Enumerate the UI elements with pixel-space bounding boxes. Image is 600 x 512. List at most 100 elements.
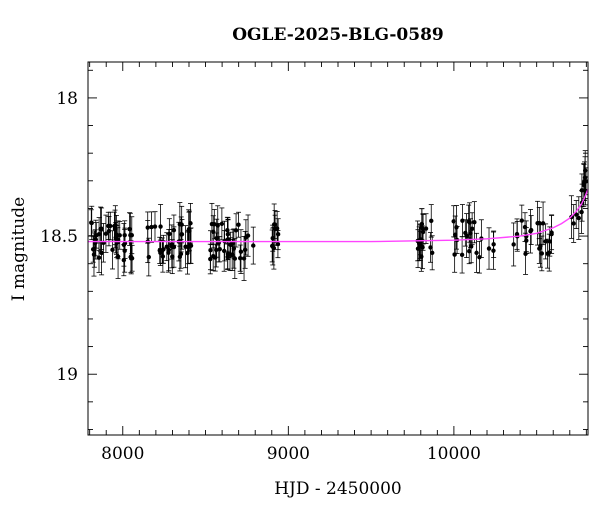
data-marker (452, 252, 457, 257)
data-point (451, 205, 457, 238)
y-tick-label: 18.5 (40, 227, 78, 247)
data-marker (171, 244, 177, 250)
data-point (236, 211, 242, 238)
data-marker (528, 227, 534, 233)
data-point (546, 233, 552, 272)
data-point (105, 211, 111, 240)
x-tick-label: 8000 (101, 444, 144, 464)
data-point (225, 243, 231, 270)
data-marker (152, 224, 158, 229)
data-point (462, 219, 468, 247)
data-marker (110, 247, 115, 253)
data-marker (420, 227, 426, 232)
data-point (160, 240, 166, 273)
data-marker (217, 246, 222, 252)
data-marker (543, 239, 548, 244)
data-marker (522, 224, 528, 230)
data-marker (537, 220, 542, 226)
plot-frame (87, 61, 589, 436)
data-marker (89, 220, 94, 226)
data-point (528, 215, 534, 245)
model-layer (88, 188, 589, 243)
data-point (540, 201, 546, 246)
data-point (96, 217, 102, 252)
data-marker (454, 225, 459, 230)
data-marker (106, 223, 111, 229)
data-marker (185, 250, 190, 256)
data-marker (491, 242, 496, 247)
data-marker (232, 256, 238, 261)
data-point (571, 204, 577, 243)
y-tick-label: 18 (56, 89, 78, 109)
data-marker (171, 227, 177, 233)
data-marker (477, 255, 482, 260)
data-point (519, 204, 525, 237)
data-point (129, 216, 135, 255)
data-point (225, 218, 231, 260)
data-marker (241, 256, 247, 261)
data-marker (417, 243, 423, 249)
data-point (89, 205, 95, 241)
data-point (466, 238, 472, 265)
data-marker (166, 247, 171, 253)
data-marker (212, 221, 217, 227)
data-point (420, 214, 426, 245)
data-marker (99, 250, 104, 256)
data-point (208, 230, 214, 271)
data-point (93, 219, 99, 260)
data-point (146, 237, 152, 277)
data-marker (466, 219, 471, 224)
data-marker (271, 222, 277, 227)
data-point (211, 209, 217, 240)
data-marker (122, 248, 127, 253)
data-point (491, 230, 497, 258)
data-marker (219, 221, 225, 227)
data-marker (221, 248, 227, 254)
data-marker (186, 227, 192, 232)
data-marker (451, 219, 456, 224)
data-marker (188, 221, 193, 226)
data-marker (275, 241, 281, 247)
data-marker (178, 251, 184, 257)
data-marker (486, 246, 492, 251)
data-marker (430, 250, 435, 255)
data-marker (474, 250, 479, 256)
data-point (148, 211, 154, 243)
data-point (250, 226, 256, 265)
data-marker (225, 237, 231, 242)
data-point (511, 222, 517, 267)
data-marker (228, 242, 233, 248)
x-tick-label: 10000 (427, 444, 481, 464)
data-marker (159, 248, 165, 253)
chart-title: OGLE-2025-BLG-0589 (232, 25, 444, 45)
data-point (549, 215, 555, 251)
data-point (232, 238, 238, 279)
data-marker (547, 239, 552, 244)
data-marker (90, 247, 96, 252)
data-point (453, 205, 459, 250)
data-point (476, 240, 482, 274)
data-marker (127, 226, 132, 232)
data-marker (177, 222, 183, 227)
x-axis-label: HJD - 2450000 (274, 479, 402, 499)
data-marker (463, 230, 468, 236)
data-marker (428, 245, 433, 250)
data-marker (571, 221, 576, 226)
data-marker (583, 179, 589, 184)
data-marker (121, 257, 127, 263)
data-point (215, 205, 221, 246)
data-point (178, 239, 184, 269)
data-marker (238, 249, 244, 254)
data-marker (467, 249, 472, 254)
data-point (219, 207, 225, 241)
data-point (117, 220, 123, 250)
data-point (471, 201, 477, 244)
model-curve (88, 188, 589, 243)
data-marker (128, 254, 134, 259)
data-point (429, 235, 435, 271)
data-marker (164, 244, 170, 249)
x-tick-label: 9000 (267, 444, 310, 464)
data-point (221, 230, 227, 272)
data-point (159, 237, 165, 264)
data-marker (538, 243, 543, 249)
